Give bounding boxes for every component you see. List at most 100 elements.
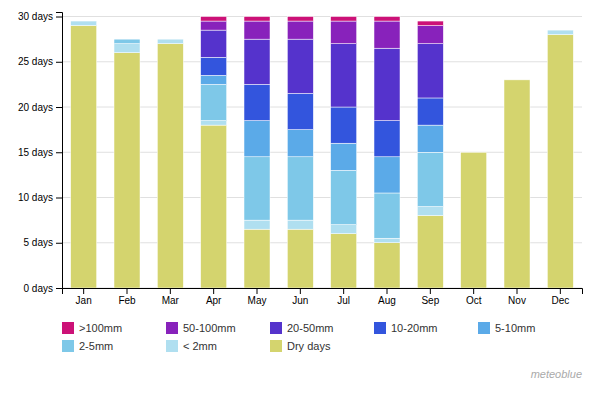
x-tick: Jan [76,288,92,306]
bar-segment [201,121,227,126]
bar-segment [417,216,443,288]
legend-label: < 2mm [183,340,217,352]
legend-label: 20-50mm [287,322,333,334]
bar-segment [157,39,183,40]
bar-segment [504,80,530,288]
y-tick-mark [56,62,62,63]
x-tick-mark [343,288,344,294]
x-tick-mark [300,288,301,294]
bar-segment [331,225,357,234]
y-tick: 0 days [24,283,62,294]
bar-segment [201,125,227,288]
bar-segment [504,79,530,80]
legend-item: < 2mm [166,340,217,352]
bar-segment [547,35,573,288]
bar-segment [374,21,400,48]
y-tick-mark [56,17,62,18]
bar-segment [547,30,573,31]
bar-segment [461,152,487,153]
y-tick-mark [56,198,62,199]
bars [71,17,574,288]
legend-swatch [270,322,282,334]
bar-segment [287,17,313,22]
x-tick-label: Sep [421,295,439,306]
x-tick: Apr [206,288,222,306]
bar-segment [461,152,487,153]
x-tick-mark [213,288,214,294]
x-tick-mark [430,288,431,294]
legend-item: Dry days [270,340,331,352]
legend-swatch [270,340,282,352]
bar-segment [201,21,227,30]
y-tick-label: 0 days [24,283,53,294]
bar-segment [374,48,400,120]
bar-segment [71,21,97,22]
bar-segment [287,21,313,39]
bar-segment [547,30,573,31]
bar-segment [201,30,227,57]
bar-series [71,21,574,243]
bar-segment [201,75,227,84]
bar-segment [244,84,270,120]
bar-segment [244,39,270,84]
x-tick: Dec [551,288,569,306]
bar-segment [547,30,573,31]
bar-segment [547,30,573,31]
bar-segment [287,39,313,93]
x-tick-label: Jul [337,295,350,306]
legend-swatch [166,322,178,334]
y-tick: 30 days [18,11,62,22]
bar-segment [331,143,357,170]
x-tick-label: Apr [206,295,222,306]
x-tick-mark [170,288,171,294]
bar-segment [374,193,400,238]
bar-segment [461,152,487,288]
legend-item: 50-100mm [166,322,236,334]
bar-segment [71,21,97,22]
legend-item: 5-10mm [478,322,535,334]
y-tick-label: 5 days [24,237,53,248]
bar-segment [417,21,443,26]
x-tick-mark [473,288,474,294]
bar-segment [504,79,530,80]
x-tick: May [248,288,267,306]
bar-segment [461,152,487,153]
bar-segment [504,79,530,80]
x-tick-label: Jun [292,295,308,306]
bar-segment [114,39,140,40]
x-tick-label: Mar [162,295,180,306]
bar-segment [71,21,97,22]
bar-segment [331,170,357,224]
y-tick-mark [56,152,62,153]
legend-label: 10-20mm [391,322,437,334]
x-axis: JanFebMarAprMayJunJulAugSepOctNovDec [63,288,583,306]
bar-segment [201,84,227,120]
bar-series [201,57,444,157]
bar-segment [287,130,313,157]
y-tick-label: 25 days [18,56,53,67]
x-axis-line [63,289,583,295]
bar-segment [461,152,487,153]
y-tick: 5 days [24,237,62,248]
legend-swatch [374,322,386,334]
y-tick-label: 30 days [18,11,53,22]
x-tick: Sep [421,288,439,306]
y-tick-label: 20 days [18,102,53,113]
bar-segment [417,125,443,152]
bar-segment [287,157,313,220]
bar-segment [244,229,270,288]
bar-series [201,21,444,48]
x-tick: Jun [292,288,308,306]
bar-segment [114,39,140,40]
x-tick-label: Feb [118,295,136,306]
bar-segment [71,21,97,22]
bar-segment [287,229,313,288]
bar-segment [547,30,573,35]
x-tick-mark [517,288,518,294]
bar-series [71,26,574,288]
bar-segment [331,107,357,143]
bar-segment [374,17,400,22]
bar-segment [331,234,357,288]
x-tick-mark [127,288,128,294]
y-axis-line [56,13,63,289]
